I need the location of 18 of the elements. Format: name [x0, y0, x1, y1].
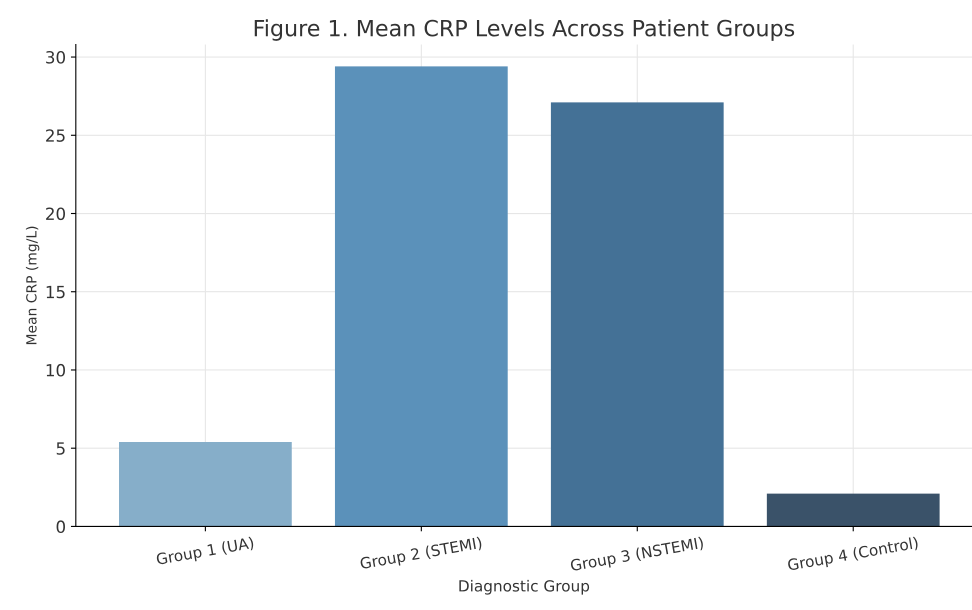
chart-title: Figure 1. Mean CRP Levels Across Patient Groups [254, 19, 794, 41]
y-tick-label: 10 [46, 364, 65, 377]
x-tick-label: Group 4 (Control) [787, 536, 919, 574]
y-tick-label: 0 [56, 520, 65, 533]
y-tick-label: 25 [46, 129, 65, 142]
x-tick-label: Group 2 (STEMI) [360, 536, 482, 572]
y-tick-label: 30 [46, 51, 65, 64]
x-tick-label: Group 3 (NSTEMI) [570, 536, 704, 574]
y-axis-title: Mean CRP (mg/L) [26, 226, 40, 344]
y-tick-label: 15 [46, 286, 65, 298]
x-axis-title: Diagnostic Group [459, 580, 590, 595]
bar [550, 102, 724, 526]
y-tick-label: 5 [56, 442, 65, 455]
y-tick-label: 20 [46, 207, 65, 220]
bar [334, 66, 508, 526]
bar [119, 442, 292, 526]
bar [766, 494, 940, 526]
x-tick-label: Group 1 (UA) [156, 536, 254, 568]
